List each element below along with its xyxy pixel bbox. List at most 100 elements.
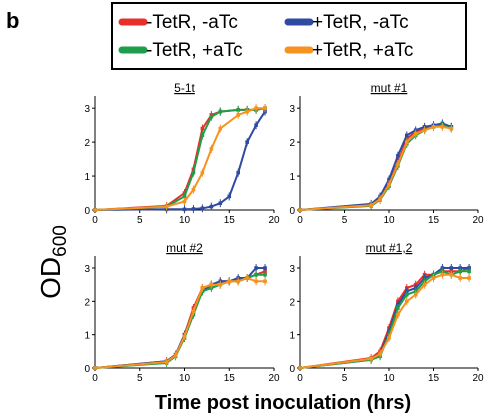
data-point [369, 203, 373, 208]
y-tick-label: 1 [84, 172, 90, 183]
series-3 [298, 267, 471, 370]
data-point [182, 207, 187, 212]
x-tick-label: 0 [297, 373, 303, 384]
data-point [405, 140, 409, 144]
data-point [191, 170, 196, 175]
y-tick-label: 0 [84, 364, 90, 375]
y-axis-label: OD600 [35, 225, 71, 299]
y-tick-label: 1 [289, 172, 295, 183]
data-point [387, 182, 391, 187]
data-point [396, 306, 400, 310]
legend-label: -TetR, +aTc [146, 40, 243, 61]
y-axis-label-main: OD [35, 257, 66, 299]
x-tick-label: 20 [472, 215, 484, 226]
data-point [378, 352, 382, 356]
data-point [413, 292, 418, 297]
data-point [254, 106, 258, 110]
data-point [236, 279, 240, 284]
panel-4: mut #1,2 0 5 10 15 20 0 1 2 3 [289, 241, 484, 384]
data-point [431, 276, 436, 280]
data-point [467, 269, 471, 274]
y-tick-label: 3 [289, 104, 295, 115]
data-point [298, 366, 302, 370]
data-point [209, 114, 214, 119]
x-tick-label: 5 [137, 373, 143, 384]
data-point [200, 126, 205, 131]
legend-label: -TetR, -aTc [146, 12, 238, 33]
data-point [458, 276, 462, 280]
data-point [191, 207, 196, 211]
x-tick-label: 5 [342, 215, 348, 226]
data-point [458, 269, 462, 274]
y-tick-label: 0 [289, 206, 295, 217]
data-point [191, 187, 196, 192]
x-tick-label: 15 [224, 215, 236, 226]
series-4 [298, 270, 471, 370]
series-line [299, 124, 452, 211]
x-tick-label: 0 [92, 215, 98, 226]
series-line [299, 270, 470, 369]
data-point [200, 206, 205, 211]
data-point [236, 108, 240, 112]
x-tick-label: 15 [428, 373, 440, 384]
data-point [263, 106, 267, 110]
data-point [413, 131, 418, 136]
panel-3: mut #2 0 5 10 15 20 0 1 2 3 [84, 241, 280, 384]
data-point [396, 312, 400, 317]
data-point [440, 272, 445, 277]
x-tick-label: 0 [297, 215, 303, 226]
series-line [94, 270, 266, 369]
data-point [449, 272, 454, 277]
series-1 [93, 267, 267, 370]
data-point [218, 109, 223, 114]
data-point [396, 153, 400, 158]
data-point [440, 125, 445, 129]
data-point [387, 336, 391, 340]
series-line [94, 111, 266, 211]
data-point [449, 266, 454, 270]
panel-letter: b [6, 8, 19, 33]
data-point [164, 204, 169, 209]
series-line [94, 107, 266, 211]
y-tick-label: 2 [289, 297, 295, 308]
data-point [263, 266, 267, 270]
data-point [93, 208, 97, 212]
series-line [94, 277, 265, 369]
series-line [94, 107, 265, 211]
series-line [94, 273, 265, 369]
series-1 [93, 104, 267, 212]
x-tick-label: 5 [137, 215, 143, 226]
data-point [254, 123, 258, 127]
x-axis-label: Time post inoculation (hrs) [155, 392, 411, 414]
panel-title: mut #1,2 [366, 241, 413, 255]
x-tick-label: 20 [268, 373, 280, 384]
data-point [245, 109, 249, 114]
data-point [369, 356, 373, 361]
x-tick-label: 10 [179, 215, 191, 226]
data-point [227, 194, 232, 199]
x-tick-label: 15 [428, 215, 440, 226]
data-point [182, 199, 187, 204]
series-4 [298, 122, 454, 212]
data-point [218, 201, 223, 206]
data-point [200, 170, 205, 175]
y-tick-label: 1 [289, 331, 295, 342]
series-3 [298, 121, 454, 212]
data-point [431, 125, 436, 129]
data-point [93, 366, 97, 370]
x-tick-label: 10 [179, 373, 191, 384]
data-point [164, 360, 169, 364]
data-point [263, 279, 267, 284]
y-tick-label: 2 [84, 297, 90, 308]
y-tick-label: 0 [289, 364, 295, 375]
panel-2: mut #1 0 5 10 15 20 0 1 2 3 [289, 81, 484, 226]
data-point [200, 133, 205, 138]
data-point [209, 204, 214, 209]
panel-title: mut #1 [371, 81, 408, 95]
data-point [227, 279, 232, 284]
y-axis-label-subscript: 600 [50, 225, 71, 257]
x-tick-label: 15 [224, 373, 236, 384]
legend: -TetR, -aTc +TetR, -aTc -TetR, +aTc +TetR, … [111, 2, 467, 70]
